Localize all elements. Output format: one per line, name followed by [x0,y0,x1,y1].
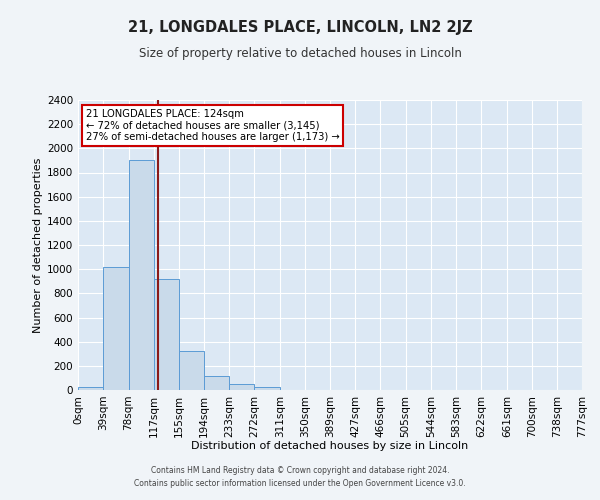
Bar [179,352,204,390]
Bar [78,387,103,390]
Bar [103,267,128,390]
Text: Contains HM Land Registry data © Crown copyright and database right 2024.
Contai: Contains HM Land Registry data © Crown c… [134,466,466,487]
Bar [128,160,154,390]
X-axis label: Distribution of detached houses by size in Lincoln: Distribution of detached houses by size … [191,441,469,451]
Text: 21, LONGDALES PLACE, LINCOLN, LN2 2JZ: 21, LONGDALES PLACE, LINCOLN, LN2 2JZ [128,20,472,35]
Bar [154,279,179,390]
Bar [254,387,280,390]
Bar [229,384,254,390]
Y-axis label: Number of detached properties: Number of detached properties [33,158,43,332]
Text: Size of property relative to detached houses in Lincoln: Size of property relative to detached ho… [139,48,461,60]
Bar [204,376,229,390]
Text: 21 LONGDALES PLACE: 124sqm
← 72% of detached houses are smaller (3,145)
27% of s: 21 LONGDALES PLACE: 124sqm ← 72% of deta… [86,108,340,142]
